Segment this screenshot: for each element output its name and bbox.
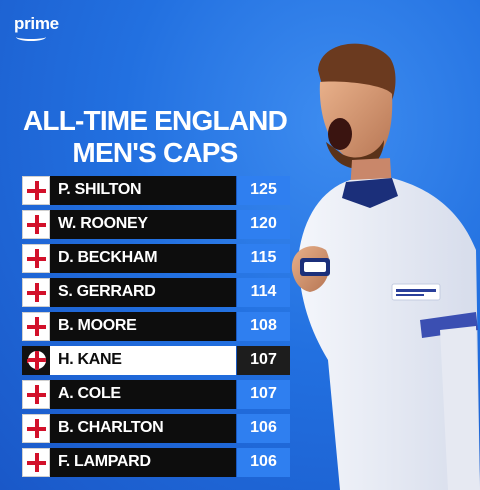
player-name: S. GERRARD (50, 278, 236, 307)
table-row: B. MOORE 108 (22, 312, 290, 341)
prime-smile-icon (16, 33, 46, 41)
table-row: B. CHARLTON 106 (22, 414, 290, 443)
caps-count: 120 (236, 210, 290, 239)
caps-count: 125 (236, 176, 290, 205)
england-flag-icon (22, 448, 50, 477)
player-name: W. ROONEY (50, 210, 236, 239)
caps-count: 108 (236, 312, 290, 341)
england-flag-icon (22, 244, 50, 273)
england-flag-icon (22, 380, 50, 409)
prime-logo: prime (14, 14, 59, 33)
caps-count: 106 (236, 414, 290, 443)
player-name: F. LAMPARD (50, 448, 236, 477)
england-flag-icon (22, 176, 50, 205)
player-name: B. CHARLTON (50, 414, 236, 443)
page-title: ALL-TIME ENGLAND MEN'S CAPS (0, 105, 310, 169)
player-name: A. COLE (50, 380, 236, 409)
table-row: A. COLE 107 (22, 380, 290, 409)
title-line-2: MEN'S CAPS (72, 137, 238, 168)
table-row: F. LAMPARD 106 (22, 448, 290, 477)
table-row-highlighted: H. KANE 107 (22, 346, 290, 375)
england-football-icon (22, 346, 50, 375)
player-name: H. KANE (50, 346, 236, 375)
player-name: P. SHILTON (50, 176, 236, 205)
england-flag-icon (22, 414, 50, 443)
player-photo (291, 43, 480, 490)
table-row: P. SHILTON 125 (22, 176, 290, 205)
table-row: S. GERRARD 114 (22, 278, 290, 307)
player-name: D. BECKHAM (50, 244, 236, 273)
table-row: W. ROONEY 120 (22, 210, 290, 239)
caps-count: 106 (236, 448, 290, 477)
caps-count: 107 (236, 346, 290, 375)
caps-count: 114 (236, 278, 290, 307)
caps-count: 107 (236, 380, 290, 409)
caps-table: P. SHILTON 125 W. ROONEY 120 D. BECKHAM … (22, 176, 290, 482)
player-name: B. MOORE (50, 312, 236, 341)
england-flag-icon (22, 312, 50, 341)
title-line-1: ALL-TIME ENGLAND (22, 105, 288, 136)
england-flag-icon (22, 210, 50, 239)
caps-count: 115 (236, 244, 290, 273)
table-row: D. BECKHAM 115 (22, 244, 290, 273)
england-flag-icon (22, 278, 50, 307)
